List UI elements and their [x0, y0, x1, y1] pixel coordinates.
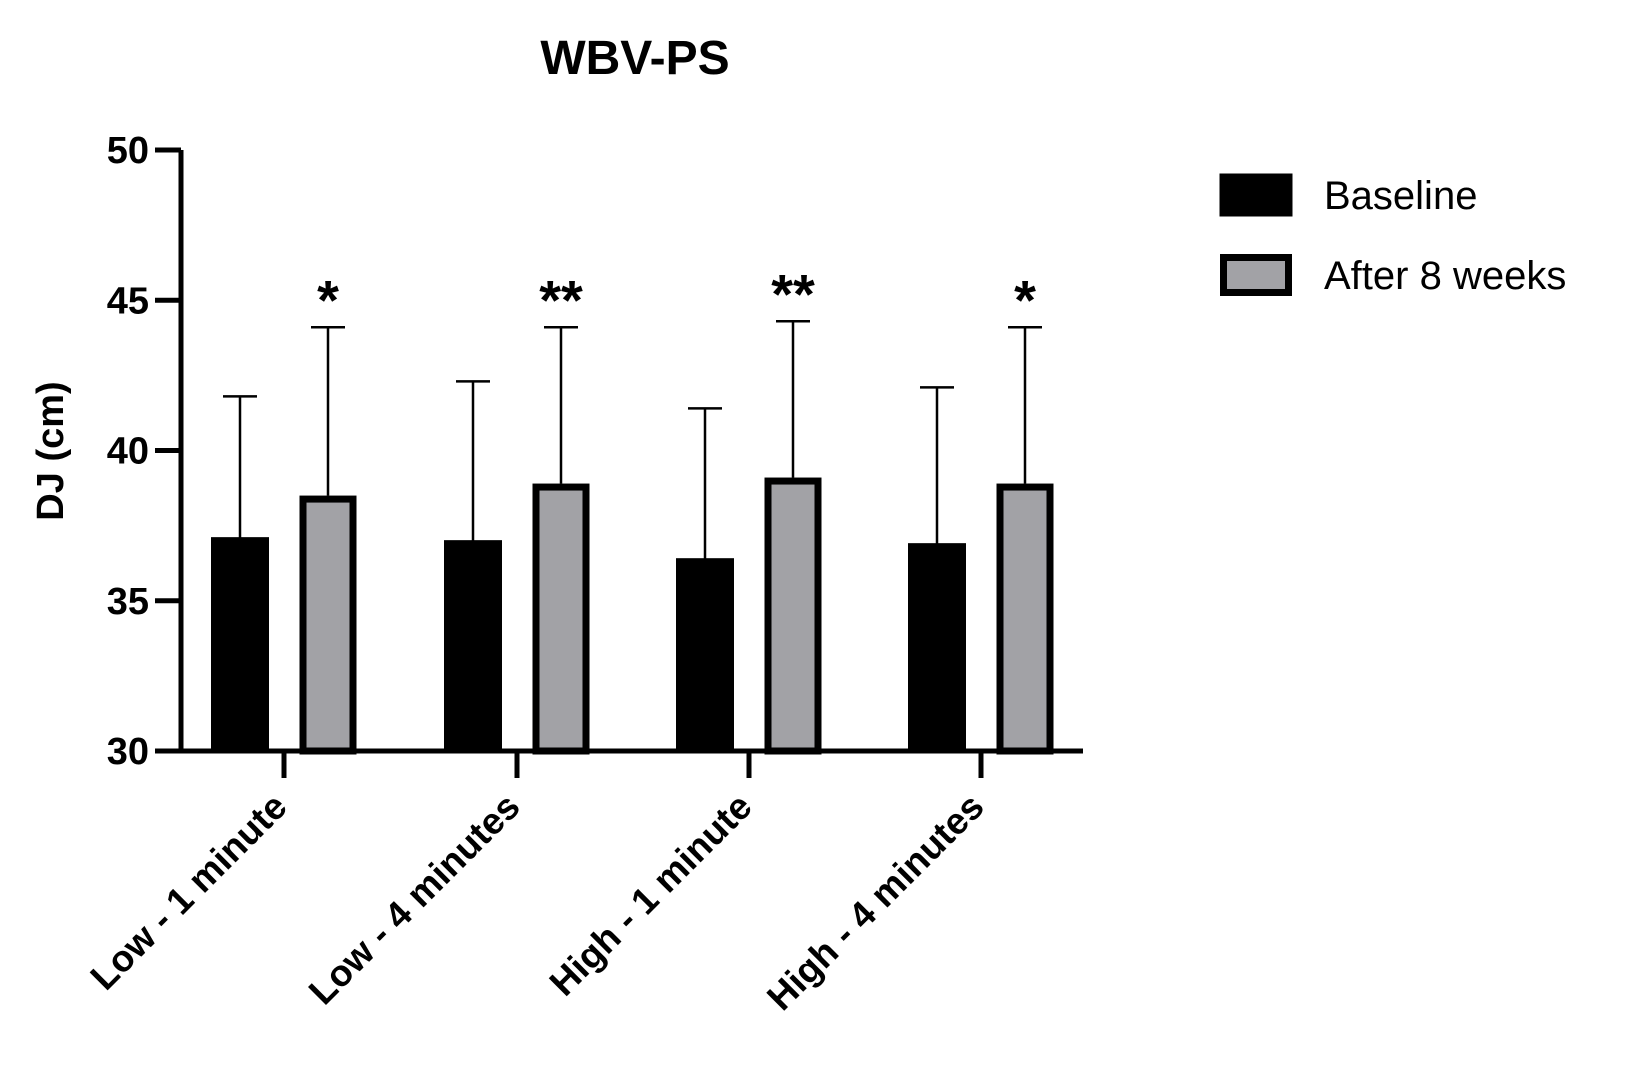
y-tick-label: 30 — [107, 731, 149, 773]
baseline-bar — [444, 540, 502, 752]
significance-marker: ** — [771, 262, 815, 325]
legend: Baseline After 8 weeks — [1219, 173, 1566, 298]
legend-after-8-weeks-swatch — [1220, 254, 1292, 296]
axes — [155, 147, 1083, 778]
x-category-label: High - 1 minute — [542, 786, 760, 1004]
baseline-bar — [676, 558, 734, 752]
y-tick-label: 35 — [107, 581, 149, 623]
y-axis-label: DJ (cm) — [30, 381, 72, 520]
after-8-weeks-bar — [996, 483, 1054, 755]
after-8-weeks-bar — [532, 483, 590, 755]
after-8-weeks-bar — [299, 495, 357, 755]
x-category-label: High - 4 minutes — [759, 786, 992, 1019]
legend-baseline-swatch — [1219, 173, 1293, 217]
significance-marker: * — [1014, 268, 1036, 331]
y-tick-label: 45 — [107, 280, 149, 322]
x-category-label: Low - 4 minutes — [301, 786, 528, 1013]
baseline-bar — [908, 543, 966, 752]
plot-area — [211, 320, 1054, 755]
after-8-weeks-bar — [764, 477, 822, 755]
x-category-label: Low - 1 minute — [83, 786, 295, 998]
legend-label: After 8 weeks — [1324, 254, 1566, 298]
baseline-bar — [211, 537, 269, 752]
significance-marker: * — [317, 268, 339, 331]
chart-title: WBV-PS — [540, 32, 729, 85]
y-tick-label: 40 — [107, 431, 149, 473]
significance-marker: ** — [539, 268, 583, 331]
legend-label: Baseline — [1324, 174, 1477, 218]
y-tick-label: 50 — [107, 130, 149, 172]
